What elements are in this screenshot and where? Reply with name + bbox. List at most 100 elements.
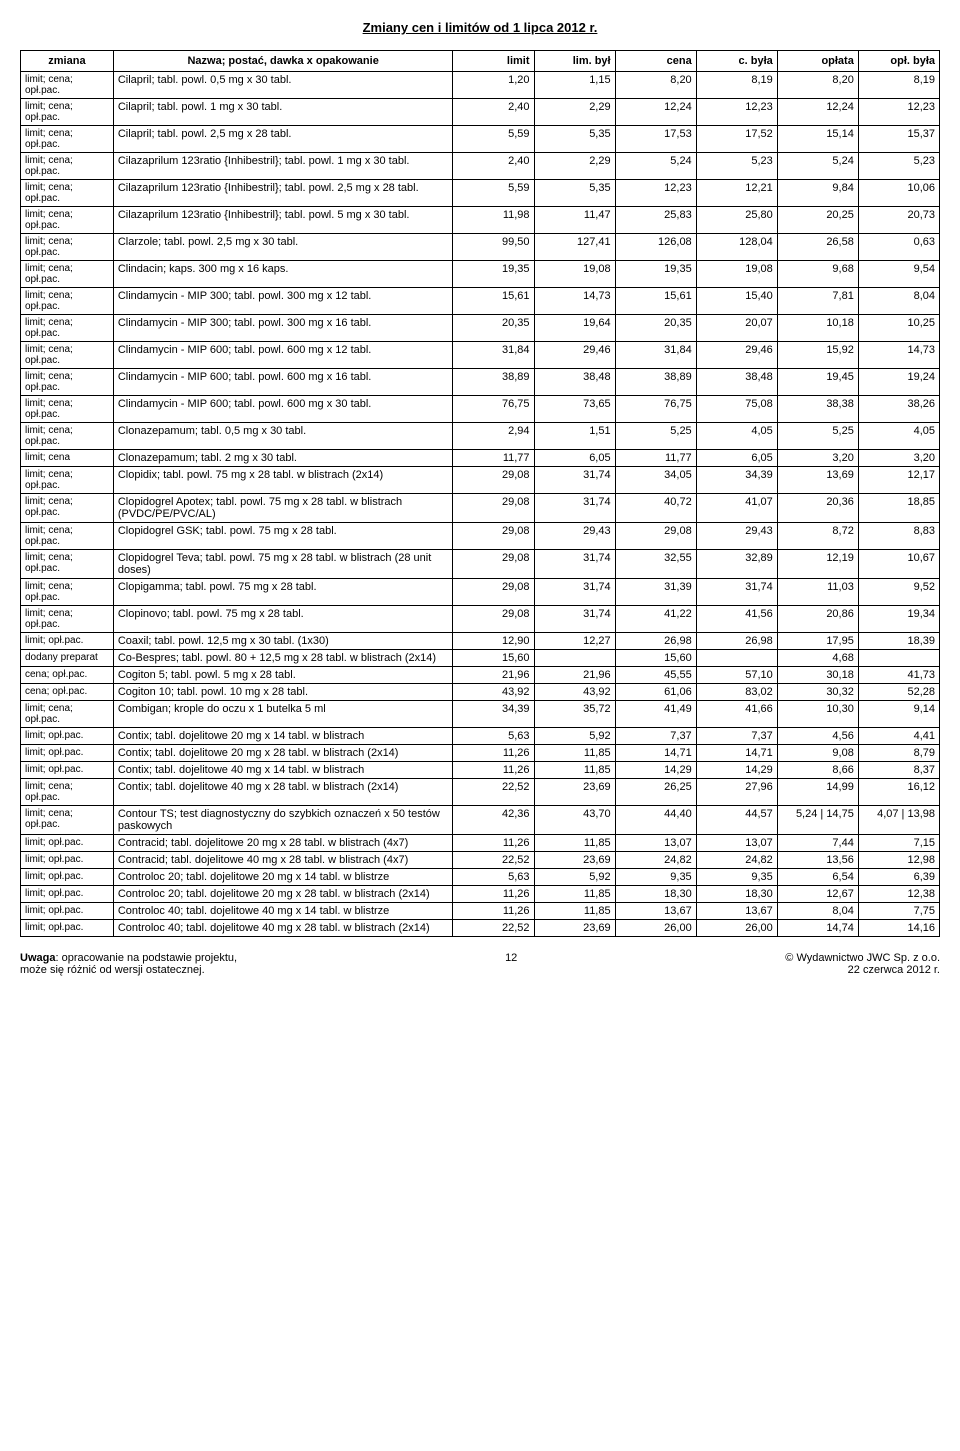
cell-opl-byla: 16,12 xyxy=(858,779,939,806)
cell-opl-byla: 8,04 xyxy=(858,288,939,315)
cell-oplata: 38,38 xyxy=(777,396,858,423)
cell-limit: 20,35 xyxy=(453,315,534,342)
cell-lim-byl: 11,85 xyxy=(534,886,615,903)
cell-c-byla: 41,56 xyxy=(696,606,777,633)
cell-oplata: 8,72 xyxy=(777,523,858,550)
cell-lim-byl: 31,74 xyxy=(534,606,615,633)
cell-limit: 15,61 xyxy=(453,288,534,315)
cell-oplata: 12,19 xyxy=(777,550,858,579)
cell-cena: 76,75 xyxy=(615,396,696,423)
cell-c-byla: 41,07 xyxy=(696,494,777,523)
cell-limit: 5,59 xyxy=(453,126,534,153)
cell-cena: 40,72 xyxy=(615,494,696,523)
cell-lim-byl: 5,92 xyxy=(534,869,615,886)
cell-zmiana: limit; cena xyxy=(21,450,114,467)
table-row: limit; opł.pac.Contracid; tabl. dojelito… xyxy=(21,835,940,852)
table-row: limit; opł.pac.Controloc 40; tabl. dojel… xyxy=(21,903,940,920)
table-row: cena; opł.pac.Cogiton 10; tabl. powl. 10… xyxy=(21,684,940,701)
footer-page-num: 12 xyxy=(505,952,517,976)
table-row: limit; opł.pac.Contix; tabl. dojelitowe … xyxy=(21,762,940,779)
cell-nazwa: Controloc 40; tabl. dojelitowe 40 mg x 1… xyxy=(113,903,453,920)
cell-limit: 29,08 xyxy=(453,550,534,579)
cell-lim-byl: 43,70 xyxy=(534,806,615,835)
cell-zmiana: cena; opł.pac. xyxy=(21,667,114,684)
cell-cena: 13,07 xyxy=(615,835,696,852)
cell-limit: 11,98 xyxy=(453,207,534,234)
cell-oplata: 8,66 xyxy=(777,762,858,779)
cell-zmiana: limit; cena; opł.pac. xyxy=(21,579,114,606)
cell-c-byla: 26,98 xyxy=(696,633,777,650)
cell-c-byla: 14,71 xyxy=(696,745,777,762)
cell-opl-byla: 8,37 xyxy=(858,762,939,779)
cell-cena: 26,98 xyxy=(615,633,696,650)
cell-opl-byla: 52,28 xyxy=(858,684,939,701)
cell-oplata: 30,18 xyxy=(777,667,858,684)
cell-nazwa: Contix; tabl. dojelitowe 40 mg x 28 tabl… xyxy=(113,779,453,806)
table-row: limit; opł.pac.Contix; tabl. dojelitowe … xyxy=(21,745,940,762)
cell-cena: 38,89 xyxy=(615,369,696,396)
cell-cena: 7,37 xyxy=(615,728,696,745)
cell-opl-byla: 10,25 xyxy=(858,315,939,342)
cell-nazwa: Clonazepamum; tabl. 2 mg x 30 tabl. xyxy=(113,450,453,467)
cell-limit: 2,40 xyxy=(453,99,534,126)
cell-lim-byl: 5,35 xyxy=(534,126,615,153)
cell-limit: 11,26 xyxy=(453,886,534,903)
cell-c-byla: 17,52 xyxy=(696,126,777,153)
cell-cena: 19,35 xyxy=(615,261,696,288)
cell-oplata: 19,45 xyxy=(777,369,858,396)
cell-lim-byl: 5,35 xyxy=(534,180,615,207)
cell-limit: 19,35 xyxy=(453,261,534,288)
cell-zmiana: limit; cena; opł.pac. xyxy=(21,342,114,369)
page-title: Zmiany cen i limitów od 1 lipca 2012 r. xyxy=(20,20,940,35)
cell-limit: 1,20 xyxy=(453,72,534,99)
cell-oplata: 26,58 xyxy=(777,234,858,261)
cell-oplata: 14,74 xyxy=(777,920,858,937)
cell-cena: 17,53 xyxy=(615,126,696,153)
header-oplata: opłata xyxy=(777,51,858,72)
cell-oplata: 30,32 xyxy=(777,684,858,701)
cell-opl-byla: 9,54 xyxy=(858,261,939,288)
cell-nazwa: Clonazepamum; tabl. 0,5 mg x 30 tabl. xyxy=(113,423,453,450)
header-nazwa: Nazwa; postać, dawka x opakowanie xyxy=(113,51,453,72)
cell-lim-byl: 43,92 xyxy=(534,684,615,701)
cell-cena: 41,22 xyxy=(615,606,696,633)
table-row: limit; opł.pac.Coaxil; tabl. powl. 12,5 … xyxy=(21,633,940,650)
header-opl-byla: opł. była xyxy=(858,51,939,72)
cell-oplata: 7,44 xyxy=(777,835,858,852)
cell-zmiana: limit; cena; opł.pac. xyxy=(21,523,114,550)
cell-opl-byla: 8,83 xyxy=(858,523,939,550)
cell-cena: 9,35 xyxy=(615,869,696,886)
cell-nazwa: Clopinovo; tabl. powl. 75 mg x 28 tabl. xyxy=(113,606,453,633)
cell-oplata: 8,20 xyxy=(777,72,858,99)
cell-c-byla: 5,23 xyxy=(696,153,777,180)
cell-c-byla: 38,48 xyxy=(696,369,777,396)
cell-cena: 8,20 xyxy=(615,72,696,99)
cell-cena: 29,08 xyxy=(615,523,696,550)
cell-limit: 5,59 xyxy=(453,180,534,207)
cell-cena: 126,08 xyxy=(615,234,696,261)
cell-c-byla: 57,10 xyxy=(696,667,777,684)
cell-opl-byla: 7,75 xyxy=(858,903,939,920)
footer-left-line2: może się różnić od wersji ostatecznej. xyxy=(20,964,205,976)
cell-cena: 31,39 xyxy=(615,579,696,606)
cell-c-byla: 41,66 xyxy=(696,701,777,728)
cell-nazwa: Controloc 20; tabl. dojelitowe 20 mg x 1… xyxy=(113,869,453,886)
cell-oplata: 5,24 | 14,75 xyxy=(777,806,858,835)
header-c-byla: c. była xyxy=(696,51,777,72)
cell-cena: 61,06 xyxy=(615,684,696,701)
cell-cena: 12,23 xyxy=(615,180,696,207)
cell-opl-byla: 8,79 xyxy=(858,745,939,762)
cell-c-byla: 29,43 xyxy=(696,523,777,550)
cell-zmiana: limit; opł.pac. xyxy=(21,762,114,779)
cell-opl-byla: 10,67 xyxy=(858,550,939,579)
cell-lim-byl: 11,85 xyxy=(534,903,615,920)
data-table: zmiana Nazwa; postać, dawka x opakowanie… xyxy=(20,50,940,937)
cell-oplata: 7,81 xyxy=(777,288,858,315)
cell-c-byla: 8,19 xyxy=(696,72,777,99)
table-row: limit; cena; opł.pac.Contour TS; test di… xyxy=(21,806,940,835)
cell-c-byla: 83,02 xyxy=(696,684,777,701)
cell-cena: 15,61 xyxy=(615,288,696,315)
table-row: limit; cena; opł.pac.Clindacin; kaps. 30… xyxy=(21,261,940,288)
table-row: limit; cena; opł.pac.Combigan; krople do… xyxy=(21,701,940,728)
cell-lim-byl: 11,85 xyxy=(534,762,615,779)
